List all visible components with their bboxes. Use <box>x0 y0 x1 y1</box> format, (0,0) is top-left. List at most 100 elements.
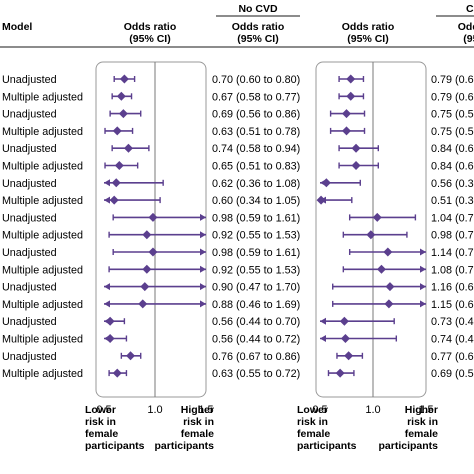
row-label: Multiple adjusted <box>2 91 83 103</box>
caption-line: risk in <box>183 416 214 428</box>
left-or-value: 0.69 (0.56 to 0.86) <box>212 109 300 121</box>
left-or-value: 0.90 (0.47 to 1.70) <box>212 282 300 294</box>
group-header-no-cvd: No CVD <box>238 3 278 15</box>
point-estimate-diamond <box>142 230 152 240</box>
ci-arrow-right <box>200 248 206 256</box>
left-or-value: 0.65 (0.51 to 0.83) <box>212 161 300 173</box>
right-axis-tick-label: 1.5 <box>418 404 433 416</box>
point-estimate-diamond <box>344 351 354 361</box>
row-label: Unadjusted <box>2 351 57 363</box>
caption-line: Lower <box>297 404 328 416</box>
point-estimate-diamond <box>321 178 331 188</box>
row-label: Unadjusted <box>2 178 57 190</box>
left-axis-tick-label: 1.0 <box>147 404 162 416</box>
left-or-value: 0.88 (0.46 to 1.69) <box>212 299 300 311</box>
right-or-value: 0.84 (0.6 <box>431 161 474 173</box>
ci-arrow-right <box>420 283 426 291</box>
caption-line: risk in <box>297 416 328 428</box>
right-or-value: 0.79 (0.6 <box>431 91 474 103</box>
right-higher-risk-caption: Higher risk in female participants <box>378 404 438 452</box>
point-estimate-diamond <box>372 212 382 222</box>
left-panel-frame <box>95 61 207 398</box>
point-estimate-diamond <box>346 74 356 84</box>
left-values-header-line1: Odds ratio <box>232 21 285 33</box>
point-estimate-diamond <box>342 126 351 136</box>
ci-arrow-left <box>104 196 110 204</box>
left-or-value: 0.62 (0.36 to 1.08) <box>212 178 300 190</box>
left-axis-tick-label: 1.5 <box>198 404 213 416</box>
right-or-value: 0.75 (0.5 <box>431 126 474 138</box>
left-lower-risk-caption: Lower risk in female participants <box>85 404 145 452</box>
point-estimate-diamond <box>116 91 126 101</box>
row-label: Multiple adjusted <box>2 195 83 207</box>
point-estimate-diamond <box>346 91 356 101</box>
point-estimate-diamond <box>383 247 393 257</box>
group-header-partial: C <box>466 3 474 15</box>
point-estimate-diamond <box>119 74 129 84</box>
point-estimate-diamond <box>351 143 361 153</box>
caption-line: risk in <box>85 416 116 428</box>
row-label: Multiple adjusted <box>2 334 83 346</box>
ci-arrow-right <box>200 231 206 239</box>
right-or-value: 0.79 (0.6 <box>431 74 474 86</box>
row-label: Multiple adjusted <box>2 230 83 242</box>
ci-arrow-right <box>420 300 426 308</box>
right-or-value: 1.15 (0.6 <box>431 299 474 311</box>
point-estimate-diamond <box>105 334 115 343</box>
right-or-value: 0.77 (0.6 <box>431 351 474 363</box>
caption-line: participants <box>378 440 438 452</box>
right-or-value: 0.74 (0.4 <box>431 334 474 346</box>
row-label: Unadjusted <box>2 109 57 121</box>
right-or-value: 0.51 (0.3 <box>431 195 474 207</box>
right-lower-risk-caption: Lower risk in female participants <box>297 404 357 452</box>
point-estimate-diamond <box>148 212 158 222</box>
caption-line: Lower <box>85 404 116 416</box>
point-estimate-diamond <box>335 368 345 378</box>
right-or-value: 0.84 (0.6 <box>431 143 474 155</box>
right-or-value: 0.69 (0.5 <box>431 368 474 380</box>
ci-arrow-left <box>320 335 326 342</box>
left-or-value: 0.92 (0.55 to 1.53) <box>212 264 300 276</box>
right-forest-plot <box>316 62 426 397</box>
right-axis-tick-label: 1.0 <box>365 404 380 416</box>
left-or-value: 0.63 (0.55 to 0.72) <box>212 368 300 380</box>
point-estimate-diamond <box>138 299 148 309</box>
right-or-value: 0.56 (0.3 <box>431 178 474 190</box>
point-estimate-diamond <box>384 299 394 309</box>
right-or-header-line2: (95% CI) <box>347 33 388 45</box>
row-label: Unadjusted <box>2 247 57 259</box>
point-estimate-diamond <box>142 264 152 274</box>
ci-arrow-right <box>420 265 426 273</box>
point-estimate-diamond <box>316 195 326 205</box>
caption-line: Higher <box>181 404 214 416</box>
right-or-value: 0.75 (0.5 <box>431 109 474 121</box>
right-or-value: 1.08 (0.7 <box>431 264 474 276</box>
right-values-header-line2: (95% CI) <box>463 33 474 45</box>
left-forest-plot <box>104 62 206 397</box>
left-or-value: 0.67 (0.58 to 0.77) <box>212 91 300 103</box>
caption-line: female <box>405 428 438 440</box>
ci-arrow-right <box>200 300 206 308</box>
ci-arrow-left <box>104 283 110 291</box>
ci-arrow-right <box>420 248 426 256</box>
row-label: Unadjusted <box>2 74 57 86</box>
left-values-header-line2: (95% CI) <box>237 33 278 45</box>
caption-line: participants <box>154 440 214 452</box>
caption-line: risk in <box>407 416 438 428</box>
point-estimate-diamond <box>351 161 361 170</box>
point-estimate-diamond <box>385 282 395 292</box>
left-or-value: 0.92 (0.55 to 1.53) <box>212 230 300 242</box>
ci-arrow-left <box>320 317 326 325</box>
left-or-value: 0.98 (0.59 to 1.61) <box>212 212 300 224</box>
left-axis-tick-label: 0.5 <box>96 404 111 416</box>
point-estimate-diamond <box>114 161 124 170</box>
right-or-value: 1.04 (0.7 <box>431 212 474 224</box>
right-values-header-line1: Odds ratio <box>458 21 474 33</box>
point-estimate-diamond <box>109 195 119 205</box>
point-estimate-diamond <box>112 126 122 136</box>
point-estimate-diamond <box>366 230 376 240</box>
ci-arrow-left <box>104 300 110 308</box>
caption-line: female <box>181 428 214 440</box>
left-or-value: 0.76 (0.67 to 0.86) <box>212 351 300 363</box>
